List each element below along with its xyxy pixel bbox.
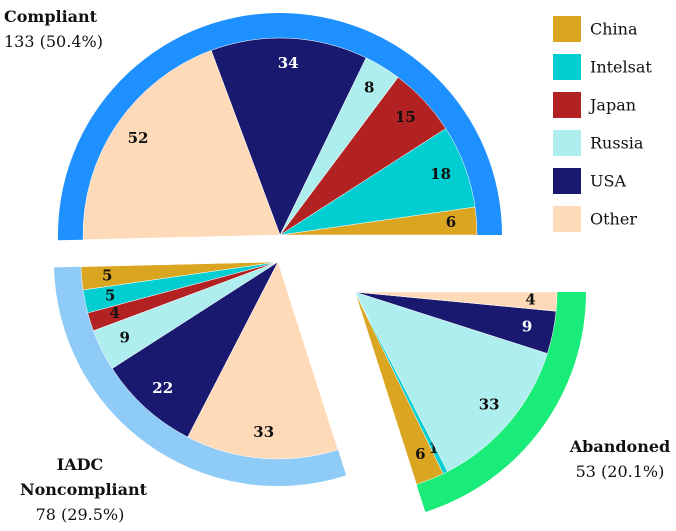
group-value: 133 (50.4%) [4, 32, 103, 51]
group-value: 78 (29.5%) [35, 505, 125, 524]
data-label: 34 [278, 54, 299, 72]
data-label: 9 [120, 329, 130, 347]
data-label: 9 [522, 317, 532, 335]
legend-swatch [553, 54, 581, 80]
wedge [187, 261, 339, 460]
data-label: 22 [152, 379, 173, 397]
data-label: 15 [395, 108, 416, 126]
data-label: 5 [102, 266, 112, 284]
data-label: 6 [446, 213, 456, 231]
group-value: 53 (20.1%) [575, 462, 665, 481]
data-label: 52 [128, 129, 149, 147]
legend-swatch [553, 92, 581, 118]
legend-label: Japan [588, 96, 636, 115]
data-label: 8 [364, 79, 374, 97]
legend-swatch [553, 16, 581, 42]
legend-label: Intelsat [590, 58, 652, 77]
group-ring [416, 292, 586, 513]
group-label: IADC Noncompliant 78 (29.5%) [0, 452, 160, 527]
group-label: Compliant 133 (50.4%) [4, 4, 103, 54]
group-name: Compliant [4, 7, 98, 26]
data-label: 33 [253, 423, 274, 441]
wedge [82, 50, 281, 240]
group-name: Abandoned [569, 437, 671, 456]
group-ring [54, 266, 347, 487]
data-label: 4 [110, 304, 120, 322]
data-label: 1 [428, 439, 438, 457]
group-label: Abandoned 53 (20.1%) [560, 434, 676, 484]
group-ring [57, 12, 503, 241]
wedge [354, 291, 558, 312]
data-label: 18 [430, 165, 451, 183]
legend-swatch [553, 206, 581, 232]
wedge [354, 291, 548, 472]
legend-swatch [553, 130, 581, 156]
data-label: 33 [479, 395, 500, 413]
group-name: IADC Noncompliant [20, 455, 148, 499]
wedge [210, 37, 367, 236]
legend-label: Russia [590, 134, 644, 153]
wedge [111, 261, 279, 438]
legend-swatch [553, 168, 581, 194]
legend-label: China [590, 20, 638, 39]
legend-label: Other [590, 210, 637, 229]
data-label: 4 [525, 290, 535, 308]
data-label: 5 [105, 286, 115, 304]
legend-label: USA [590, 172, 626, 191]
data-label: 6 [415, 445, 425, 463]
